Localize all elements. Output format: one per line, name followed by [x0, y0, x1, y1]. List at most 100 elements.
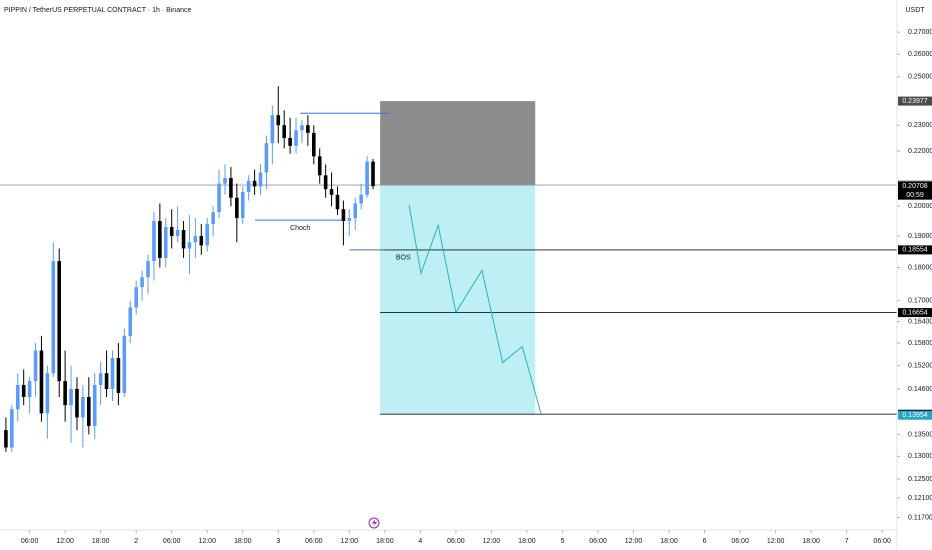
candle-body — [217, 183, 221, 213]
y-tick-label: 0.17000 — [908, 297, 932, 304]
price-tag-label: 0.16654 — [902, 309, 927, 316]
x-tick-label: 18:00 — [660, 538, 678, 545]
candle-body — [252, 180, 257, 187]
x-tick-label: 06:00 — [589, 538, 607, 545]
event-bolt — [372, 519, 377, 527]
candle-body — [187, 242, 192, 249]
x-tick-label: 06:00 — [873, 538, 891, 545]
x-tick-label: 18:00 — [234, 538, 252, 545]
candle-body — [128, 307, 133, 336]
x-tick-label: 06:00 — [163, 538, 181, 545]
x-tick-label: 4 — [418, 538, 422, 545]
candle-body — [87, 396, 91, 426]
candle-body — [270, 115, 275, 144]
candle-body — [122, 335, 127, 393]
candle-body — [294, 130, 298, 146]
x-tick-label: 06:00 — [731, 538, 749, 545]
x-tick-label: 7 — [845, 538, 849, 545]
candle-body — [57, 261, 62, 382]
price-tag — [898, 181, 932, 200]
y-tick-label: 0.19000 — [908, 233, 932, 240]
candle-body — [4, 430, 8, 448]
candle-body — [323, 175, 328, 190]
x-tick-label: 12:00 — [767, 538, 785, 545]
y-tick-label: 0.16400 — [908, 318, 932, 325]
candle-body — [116, 358, 121, 393]
candle-body — [264, 143, 269, 173]
y-tick-label: 0.22000 — [908, 148, 932, 155]
price-tag-label: 0.23977 — [902, 98, 927, 105]
x-tick-label: 18:00 — [376, 538, 394, 545]
candle-body — [246, 180, 251, 193]
y-tick-label: 0.26000 — [908, 51, 932, 58]
candle-body — [92, 385, 97, 426]
candle-body — [98, 373, 103, 386]
candle-body — [140, 277, 144, 288]
candle-body — [81, 396, 85, 418]
x-tick-label: 06:00 — [21, 538, 39, 545]
candle-body — [181, 230, 186, 249]
candle-body — [312, 132, 316, 157]
plot-area — [0, 86, 897, 452]
candle-body — [104, 373, 109, 389]
x-tick-label: 12:00 — [483, 538, 501, 545]
candle-body — [15, 385, 20, 410]
candle-body — [110, 358, 115, 389]
candle-body — [169, 227, 174, 237]
candle-body — [175, 230, 180, 237]
candle-body — [152, 221, 156, 262]
candle-body — [33, 350, 38, 382]
candle-body — [359, 194, 363, 204]
x-tick-label: 06:00 — [305, 538, 323, 545]
candle-body — [282, 125, 286, 138]
y-tick-label: 0.11700 — [908, 514, 932, 521]
candle-body — [75, 388, 79, 418]
y-tick-label: 0.23000 — [908, 122, 932, 129]
x-tick-label: 6 — [703, 538, 707, 545]
y-tick-label: 0.15200 — [908, 362, 932, 369]
y-tick-label: 0.27000 — [908, 29, 932, 36]
candle-body — [223, 178, 227, 184]
annotation-label: BOS — [396, 255, 411, 262]
candle-body — [158, 221, 162, 258]
candle-body — [63, 381, 67, 406]
x-tick-label: 12:00 — [625, 538, 643, 545]
candle-body — [288, 137, 292, 146]
price-tag — [898, 245, 932, 255]
price-tag-label: 0.18554 — [902, 247, 927, 254]
event-icon[interactable] — [368, 517, 380, 529]
x-tick-label: 5 — [561, 538, 565, 545]
candle-body — [371, 161, 375, 187]
y-tick-label: 0.18000 — [908, 264, 932, 271]
x-tick-label: 12:00 — [56, 538, 74, 545]
y-tick-label: 0.12100 — [908, 495, 932, 502]
candle-body — [335, 194, 340, 210]
candle-body — [341, 209, 346, 222]
candle-body — [240, 192, 245, 219]
candle-body — [45, 373, 50, 414]
candle-body — [306, 125, 310, 133]
candle-body — [146, 261, 150, 278]
x-tick-label: 18:00 — [802, 538, 820, 545]
x-tick-label: 2 — [134, 538, 138, 545]
x-tick-label: 12:00 — [341, 538, 359, 545]
candle-body — [317, 156, 322, 176]
x-tick-label: 06:00 — [447, 538, 465, 545]
price-tag-label: 0.20708 — [902, 183, 927, 190]
candle-body — [21, 385, 26, 397]
price-tag-label: 0.13954 — [902, 412, 927, 419]
price-tag — [898, 308, 932, 318]
target-zone — [380, 185, 536, 415]
candle-body — [365, 161, 369, 195]
candle-body — [27, 381, 32, 397]
candle-body — [10, 409, 14, 448]
candle-body — [163, 227, 168, 258]
candle-body — [353, 203, 358, 219]
stop-zone — [380, 101, 536, 186]
y-tick-label: 0.14600 — [908, 386, 932, 393]
candle-body — [276, 115, 281, 126]
y-tick-label: 0.13000 — [908, 453, 932, 460]
y-tick-label: 0.25000 — [908, 74, 932, 81]
candle-body — [193, 236, 198, 243]
